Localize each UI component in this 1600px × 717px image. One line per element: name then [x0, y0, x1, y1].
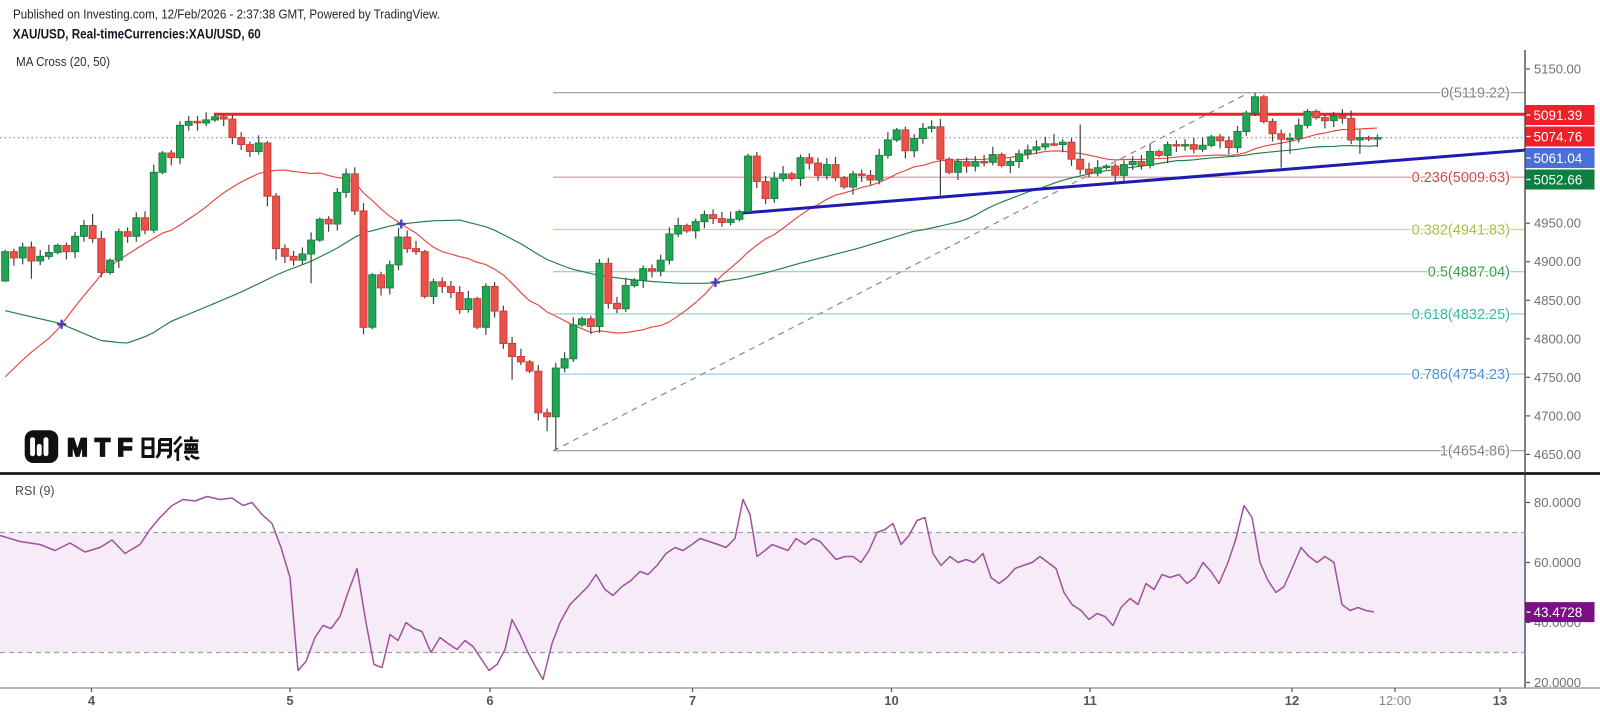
- svg-text:0.618(4832.25): 0.618(4832.25): [1412, 307, 1510, 323]
- svg-text:RSI (9): RSI (9): [15, 484, 55, 498]
- svg-text:MA Cross (20, 50): MA Cross (20, 50): [16, 55, 110, 69]
- svg-text:4900.00: 4900.00: [1534, 254, 1581, 269]
- svg-text:5091.39: 5091.39: [1534, 108, 1583, 123]
- svg-text:4850.00: 4850.00: [1534, 293, 1581, 308]
- svg-text:4700.00: 4700.00: [1534, 408, 1581, 423]
- svg-text:1(4654.86): 1(4654.86): [1440, 444, 1510, 460]
- svg-text:12: 12: [1285, 693, 1299, 708]
- svg-text:XAU/USD, Real-timeCurrencies:X: XAU/USD, Real-timeCurrencies:XAU/USD, 60: [13, 27, 261, 42]
- svg-text:0.382(4941.83): 0.382(4941.83): [1412, 223, 1510, 239]
- svg-text:5150.00: 5150.00: [1534, 62, 1581, 77]
- svg-text:4750.00: 4750.00: [1534, 370, 1581, 385]
- svg-text:6: 6: [486, 693, 493, 708]
- svg-text:7: 7: [689, 693, 696, 708]
- svg-text:0.236(5009.63): 0.236(5009.63): [1412, 170, 1510, 186]
- svg-text:11: 11: [1083, 693, 1097, 708]
- svg-text:5074.76: 5074.76: [1534, 129, 1583, 144]
- svg-text:5: 5: [286, 693, 293, 708]
- svg-text:80.0000: 80.0000: [1534, 495, 1581, 510]
- svg-text:12:00: 12:00: [1379, 693, 1412, 708]
- svg-text:13: 13: [1493, 693, 1507, 708]
- svg-text:4650.00: 4650.00: [1534, 447, 1581, 462]
- svg-text:0(5119.22): 0(5119.22): [1441, 86, 1510, 102]
- svg-text:5052.66: 5052.66: [1534, 172, 1583, 187]
- svg-text:4950.00: 4950.00: [1534, 216, 1581, 231]
- svg-text:4800.00: 4800.00: [1534, 331, 1581, 346]
- svg-text:0.786(4754.23): 0.786(4754.23): [1412, 367, 1510, 383]
- svg-text:43.4728: 43.4728: [1534, 605, 1583, 620]
- svg-text:4: 4: [88, 693, 96, 708]
- svg-text:MTF: MTF: [67, 434, 135, 462]
- svg-text:60.0000: 60.0000: [1534, 555, 1581, 570]
- svg-text:5061.04: 5061.04: [1534, 151, 1583, 166]
- svg-text:0.5(4887.04): 0.5(4887.04): [1428, 265, 1510, 281]
- svg-text:Published on Investing.com, 12: Published on Investing.com, 12/Feb/2026 …: [13, 8, 440, 22]
- svg-text:10: 10: [884, 693, 898, 708]
- svg-text:20.0000: 20.0000: [1534, 675, 1581, 690]
